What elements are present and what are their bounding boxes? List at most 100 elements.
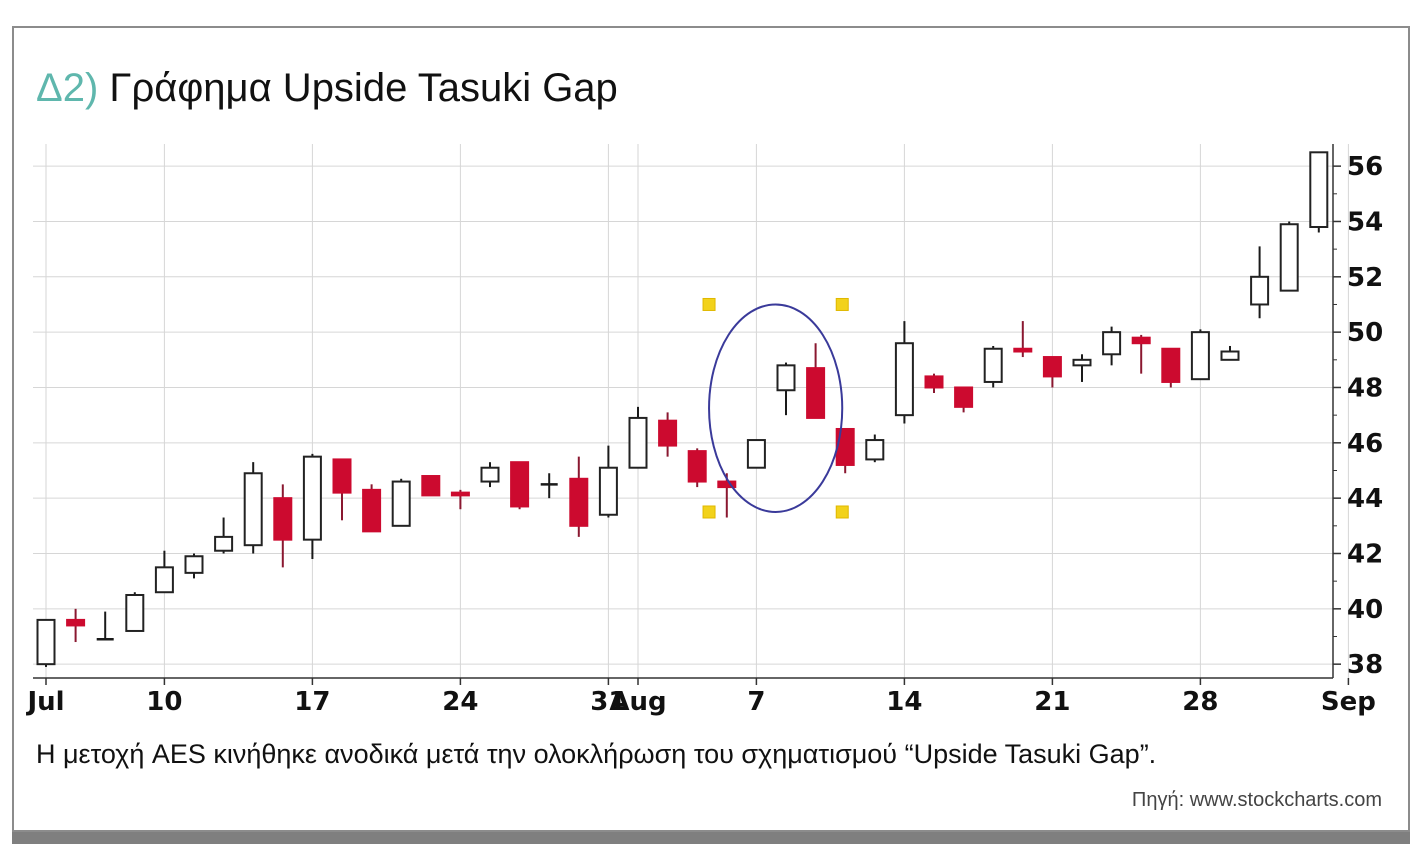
candle-body: [894, 342, 914, 417]
selection-handle: [702, 297, 716, 311]
bullish-candle: [628, 406, 648, 469]
x-tick-label: Aug: [609, 687, 666, 717]
bullish-candle: [1250, 246, 1270, 319]
bullish-candle: [125, 592, 145, 632]
bearish-candle: [924, 373, 944, 394]
bullish-candle: [746, 439, 766, 469]
bearish-candle: [1042, 356, 1062, 388]
bearish-candle: [273, 484, 293, 568]
candle-body: [1220, 350, 1240, 361]
figure-caption: Η μετοχή AES κινήθηκε ανοδικά μετά την ο…: [36, 739, 1157, 769]
candle-body: [302, 455, 322, 541]
candle-body: [184, 555, 204, 574]
candle-body: [214, 535, 234, 552]
figure-title: Δ2) Γράφημα Upside Tasuki Gap: [36, 66, 618, 110]
bullish-candle: [391, 478, 411, 527]
candle-body: [628, 416, 648, 469]
bullish-candle: [1309, 151, 1329, 233]
title-text: Γράφημα Upside Tasuki Gap: [109, 66, 618, 110]
bullish-candle: [480, 462, 500, 488]
candle-body: [687, 450, 707, 483]
bearish-candle: [1013, 321, 1033, 358]
highlight-annotation: [702, 297, 849, 519]
candle-body: [865, 439, 885, 461]
candle-body: [362, 488, 382, 533]
bullish-candle: [983, 345, 1003, 388]
candle-body: [776, 364, 796, 392]
y-tick-label: 56: [1347, 152, 1383, 182]
candle-body: [1131, 336, 1151, 345]
candle-body: [658, 419, 678, 447]
x-tick-label: 21: [1034, 687, 1070, 717]
candle-body: [1072, 358, 1092, 367]
bullish-candle: [154, 550, 174, 594]
x-tick-label: 14: [886, 687, 922, 717]
bullish-candle: [1072, 354, 1092, 382]
candle-body: [510, 461, 530, 508]
bullish-candle: [865, 434, 885, 463]
candle-body: [480, 466, 500, 483]
bullish-candle: [540, 473, 558, 499]
bearish-candle: [687, 448, 707, 488]
y-tick-label: 38: [1347, 650, 1383, 680]
bearish-candle: [658, 412, 678, 457]
candle-body: [391, 480, 411, 527]
x-tick-label: Jul: [25, 687, 64, 717]
bullish-candle: [302, 453, 322, 560]
candle-body: [243, 472, 263, 547]
candle-body: [154, 566, 174, 594]
y-tick-label: 40: [1347, 595, 1383, 625]
y-tick-label: 50: [1347, 318, 1383, 348]
x-tick-label: Sep: [1321, 687, 1376, 717]
candle-body: [36, 618, 56, 666]
bullish-candle: [894, 321, 914, 424]
bearish-candle: [806, 343, 826, 419]
bullish-candle: [184, 553, 204, 579]
candle-body: [717, 480, 737, 489]
x-tick-label: 10: [146, 687, 182, 717]
bottom-bar: [12, 832, 1410, 844]
candle-body: [421, 475, 441, 497]
bearish-candle: [1161, 347, 1181, 388]
bullish-candle: [243, 462, 263, 554]
title-prefix: Δ2): [36, 66, 99, 110]
bearish-candle: [66, 608, 86, 643]
candle-body: [332, 458, 352, 494]
x-tick-label: 17: [294, 687, 330, 717]
bearish-candle: [954, 386, 974, 413]
x-tick-label: 28: [1182, 687, 1218, 717]
bearish-candle: [569, 456, 589, 537]
candle-body: [1161, 347, 1181, 383]
selection-handle: [835, 505, 849, 519]
bullish-candle: [36, 618, 56, 667]
bullish-candle: [1220, 345, 1240, 361]
candle-body: [569, 477, 589, 527]
y-tick-label: 44: [1347, 484, 1383, 514]
x-tick-label: 7: [747, 687, 765, 717]
candle-body: [1309, 151, 1329, 229]
candle-body: [746, 439, 766, 469]
selection-handle: [835, 297, 849, 311]
y-tick-label: 54: [1347, 207, 1383, 237]
bullish-candle: [1279, 221, 1299, 292]
candle-body: [273, 497, 293, 541]
highlight-ellipse: [708, 303, 844, 513]
bearish-candle: [332, 458, 352, 521]
x-tick-label: 31: [590, 687, 626, 717]
bearish-candle: [510, 461, 530, 510]
candle-body: [924, 375, 944, 389]
candle-body: [1102, 331, 1122, 356]
candle-body: [1250, 275, 1270, 306]
candle-body: [1279, 223, 1299, 292]
bullish-candle: [214, 517, 234, 554]
candle-body: [954, 386, 974, 408]
candle-body: [806, 367, 826, 419]
y-tick-label: 48: [1347, 373, 1383, 403]
bullish-candle: [598, 445, 618, 518]
y-tick-label: 52: [1347, 263, 1383, 293]
bullish-candle: [1190, 329, 1210, 381]
bullish-candle: [1102, 326, 1122, 366]
bearish-candle: [362, 484, 382, 533]
